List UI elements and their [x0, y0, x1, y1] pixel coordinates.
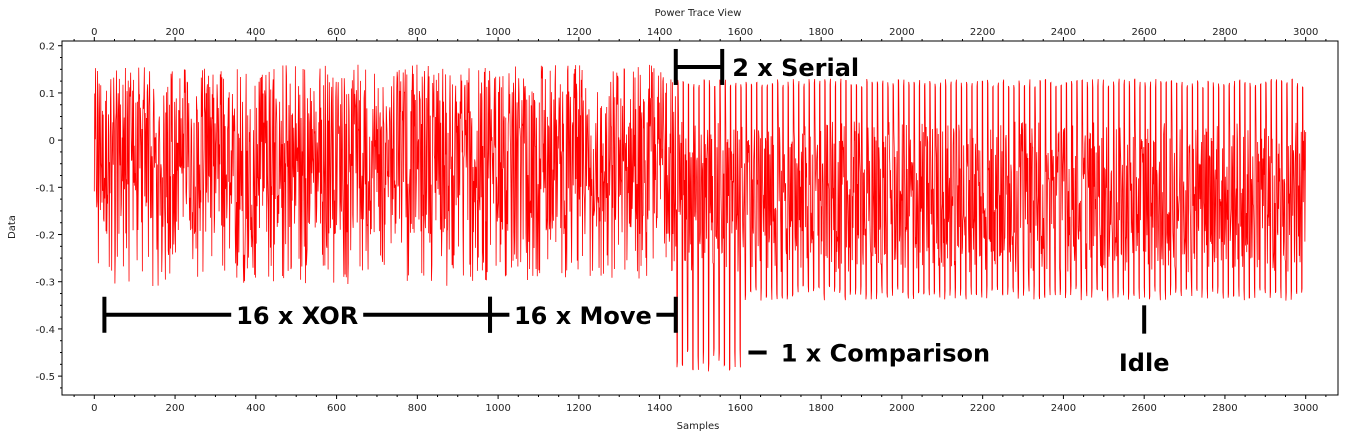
x-tick-label-bottom: 2200: [970, 403, 995, 414]
x-tick-label-top: 2200: [970, 27, 995, 38]
y-tick-label: 0: [49, 136, 55, 147]
annotation-label: 2 x Serial: [732, 54, 859, 82]
x-tick-label-top: 2600: [1131, 27, 1156, 38]
x-tick-label-bottom: 3000: [1293, 403, 1318, 414]
x-tick-label-top: 2800: [1212, 27, 1237, 38]
annotation-label: 1 x Comparison: [781, 340, 990, 368]
x-tick-label-bottom: 600: [327, 403, 346, 414]
annotation-label-background: [231, 300, 364, 329]
x-tick-label-top: 0: [91, 27, 97, 38]
x-tick-label-top: 400: [246, 27, 265, 38]
y-tick-label: -0.4: [35, 325, 55, 336]
y-tick-label: -0.1: [35, 183, 55, 194]
y-tick-label: -0.5: [35, 372, 55, 383]
annotations-layer: 16 x XOR 16 x Move 2 x Serial 1 x Compariso…: [102, 48, 1170, 377]
x-tick-label-bottom: 1400: [647, 403, 672, 414]
y-axis-label: Data: [7, 215, 18, 239]
x-tick-label-top: 800: [408, 27, 427, 38]
x-tick-label-top: 1000: [485, 27, 510, 38]
x-tick-label-top: 1400: [647, 27, 672, 38]
x-tick-label-bottom: 1000: [485, 403, 510, 414]
x-tick-label-top: 2400: [1051, 27, 1076, 38]
annotation-label: Idle: [1119, 349, 1170, 377]
annotation-label: 16 x XOR: [236, 302, 358, 330]
y-tick-label: 0.1: [39, 89, 55, 100]
x-tick-label-bottom: 2000: [889, 403, 914, 414]
x-tick-label-bottom: 2400: [1051, 403, 1076, 414]
chart-title: Power Trace View: [655, 8, 742, 19]
y-tick-label: -0.2: [35, 231, 55, 242]
x-tick-label-bottom: 1800: [808, 403, 833, 414]
annotation-label-background: [509, 300, 657, 329]
y-tick-label: -0.3: [35, 278, 55, 289]
x-axis-label: Samples: [677, 421, 720, 432]
x-tick-label-bottom: 0: [91, 403, 97, 414]
trace-layer: [93, 64, 1307, 372]
x-tick-label-bottom: 800: [408, 403, 427, 414]
axis-ticks: 0 0 200 200 400 400 600 600 800 800 1000 1000 1200 12…: [35, 27, 1327, 414]
x-tick-label-bottom: 400: [246, 403, 265, 414]
x-tick-label-top: 2000: [889, 27, 914, 38]
x-tick-label-top: 3000: [1293, 27, 1318, 38]
x-tick-label-bottom: 2600: [1131, 403, 1156, 414]
power-trace-series: [93, 64, 1307, 372]
y-tick-label: 0.2: [39, 42, 55, 53]
x-tick-label-bottom: 2800: [1212, 403, 1237, 414]
annotation-label: 16 x Move: [514, 302, 652, 330]
x-tick-label-top: 1200: [566, 27, 591, 38]
x-tick-label-top: 200: [166, 27, 185, 38]
x-tick-label-top: 600: [327, 27, 346, 38]
x-tick-label-top: 1800: [808, 27, 833, 38]
x-tick-label-bottom: 1200: [566, 403, 591, 414]
x-tick-label-bottom: 1600: [728, 403, 753, 414]
x-tick-label-bottom: 200: [166, 403, 185, 414]
x-tick-label-top: 1600: [728, 27, 753, 38]
